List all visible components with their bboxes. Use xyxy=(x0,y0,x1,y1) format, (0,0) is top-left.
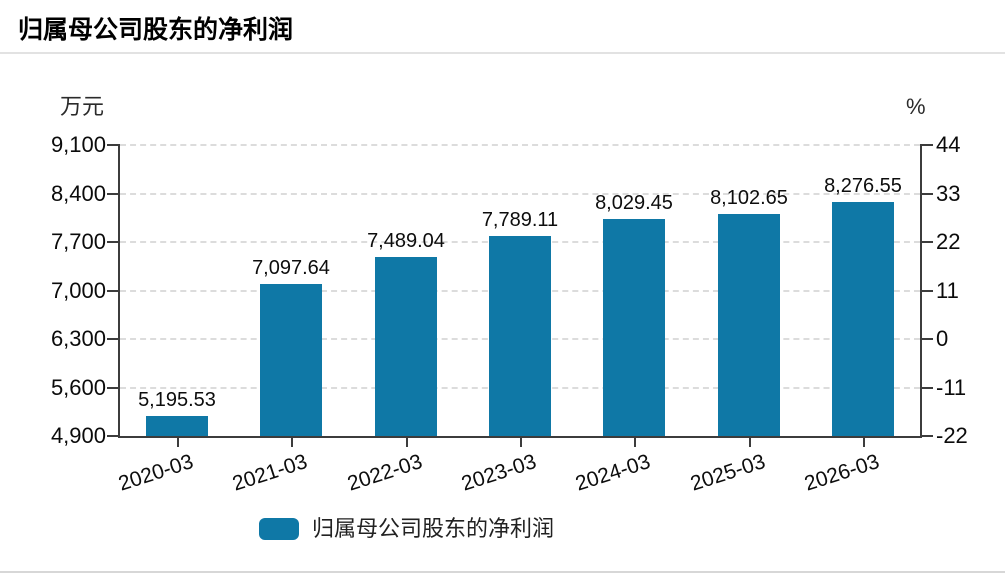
right-axis-tick xyxy=(920,192,933,195)
right-axis-tick xyxy=(920,289,933,292)
gridline xyxy=(120,192,920,195)
bottom-divider xyxy=(0,571,1005,573)
legend-swatch xyxy=(259,518,299,540)
left-axis-tick xyxy=(107,289,120,292)
bar-value-label: 7,097.64 xyxy=(252,257,330,279)
page-title: 归属母公司股东的净利润 xyxy=(18,16,294,44)
right-axis-tick-label: 0 xyxy=(936,326,949,351)
right-axis-tick xyxy=(920,435,933,437)
left-axis-tick-label: 7,700 xyxy=(50,229,106,254)
gridline xyxy=(120,144,920,146)
left-axis-unit-label: 万元 xyxy=(59,94,104,119)
bar-value-label: 8,102.65 xyxy=(710,187,788,209)
right-axis-tick-label: 22 xyxy=(936,229,961,254)
x-axis-label-2025-03: 2025-03 xyxy=(687,450,769,496)
left-axis-tick-label: 4,900 xyxy=(50,423,106,448)
left-axis-tick-label: 7,000 xyxy=(50,277,106,303)
x-axis-label-2021-03: 2021-03 xyxy=(229,450,311,496)
right-axis-tick xyxy=(920,338,933,340)
right-axis-tick-label: 11 xyxy=(936,277,959,303)
x-axis-label-2023-03: 2023-03 xyxy=(458,450,540,496)
bar-2020-03[interactable] xyxy=(146,416,208,436)
right-axis-line xyxy=(920,145,922,438)
left-axis-tick xyxy=(107,338,120,340)
x-axis-label-2022-03: 2022-03 xyxy=(344,450,426,496)
x-axis-tick xyxy=(634,438,636,447)
bar-value-label: 8,276.55 xyxy=(824,175,902,197)
right-axis-tick-label: -22 xyxy=(936,423,968,448)
left-axis-tick-label: 6,300 xyxy=(50,326,106,351)
bar-2024-03[interactable] xyxy=(603,219,665,436)
x-axis-tick xyxy=(406,438,408,447)
x-axis-tick xyxy=(749,438,751,447)
bar-value-label: 7,789.11 xyxy=(481,209,559,231)
left-axis-line xyxy=(118,145,120,438)
bar-2023-03[interactable] xyxy=(489,236,551,436)
header-divider xyxy=(0,52,1005,54)
x-axis-line xyxy=(118,436,922,438)
left-axis-tick-label: 8,400 xyxy=(50,180,106,206)
legend-item-net-profit[interactable]: 归属母公司股东的净利润 xyxy=(259,515,554,543)
x-axis-tick xyxy=(863,438,865,447)
right-axis-unit-label: % xyxy=(906,94,926,119)
x-axis-tick xyxy=(177,438,179,447)
x-axis-label-2024-03: 2024-03 xyxy=(572,450,654,496)
bar-2021-03[interactable] xyxy=(260,284,322,436)
bar-value-label: 7,489.04 xyxy=(367,230,445,252)
bar-2026-03[interactable] xyxy=(832,202,894,436)
left-axis-tick xyxy=(107,144,120,146)
right-axis-tick xyxy=(920,144,933,146)
x-axis-tick xyxy=(520,438,522,447)
right-axis-tick-label: 44 xyxy=(936,132,961,157)
left-axis-tick xyxy=(107,386,120,389)
x-axis-label-2026-03: 2026-03 xyxy=(801,450,883,496)
bar-value-label: 5,195.53 xyxy=(138,389,216,411)
left-axis-tick-label: 5,600 xyxy=(50,374,106,400)
bar-2022-03[interactable] xyxy=(375,257,437,436)
legend-label: 归属母公司股东的净利润 xyxy=(312,516,555,541)
left-axis-tick xyxy=(107,192,120,195)
bar-value-label: 8,029.45 xyxy=(595,192,673,214)
right-axis-tick-label: 33 xyxy=(936,180,961,206)
left-axis-tick xyxy=(107,435,120,437)
right-axis-tick-label: -11 xyxy=(936,374,967,400)
left-axis-tick-label: 9,100 xyxy=(50,132,106,157)
x-axis-label-2020-03: 2020-03 xyxy=(115,450,197,496)
right-axis-tick xyxy=(920,386,933,389)
left-axis-tick xyxy=(107,241,120,243)
bar-2025-03[interactable] xyxy=(718,214,780,436)
right-axis-tick xyxy=(920,241,933,243)
x-axis-tick xyxy=(291,438,293,447)
